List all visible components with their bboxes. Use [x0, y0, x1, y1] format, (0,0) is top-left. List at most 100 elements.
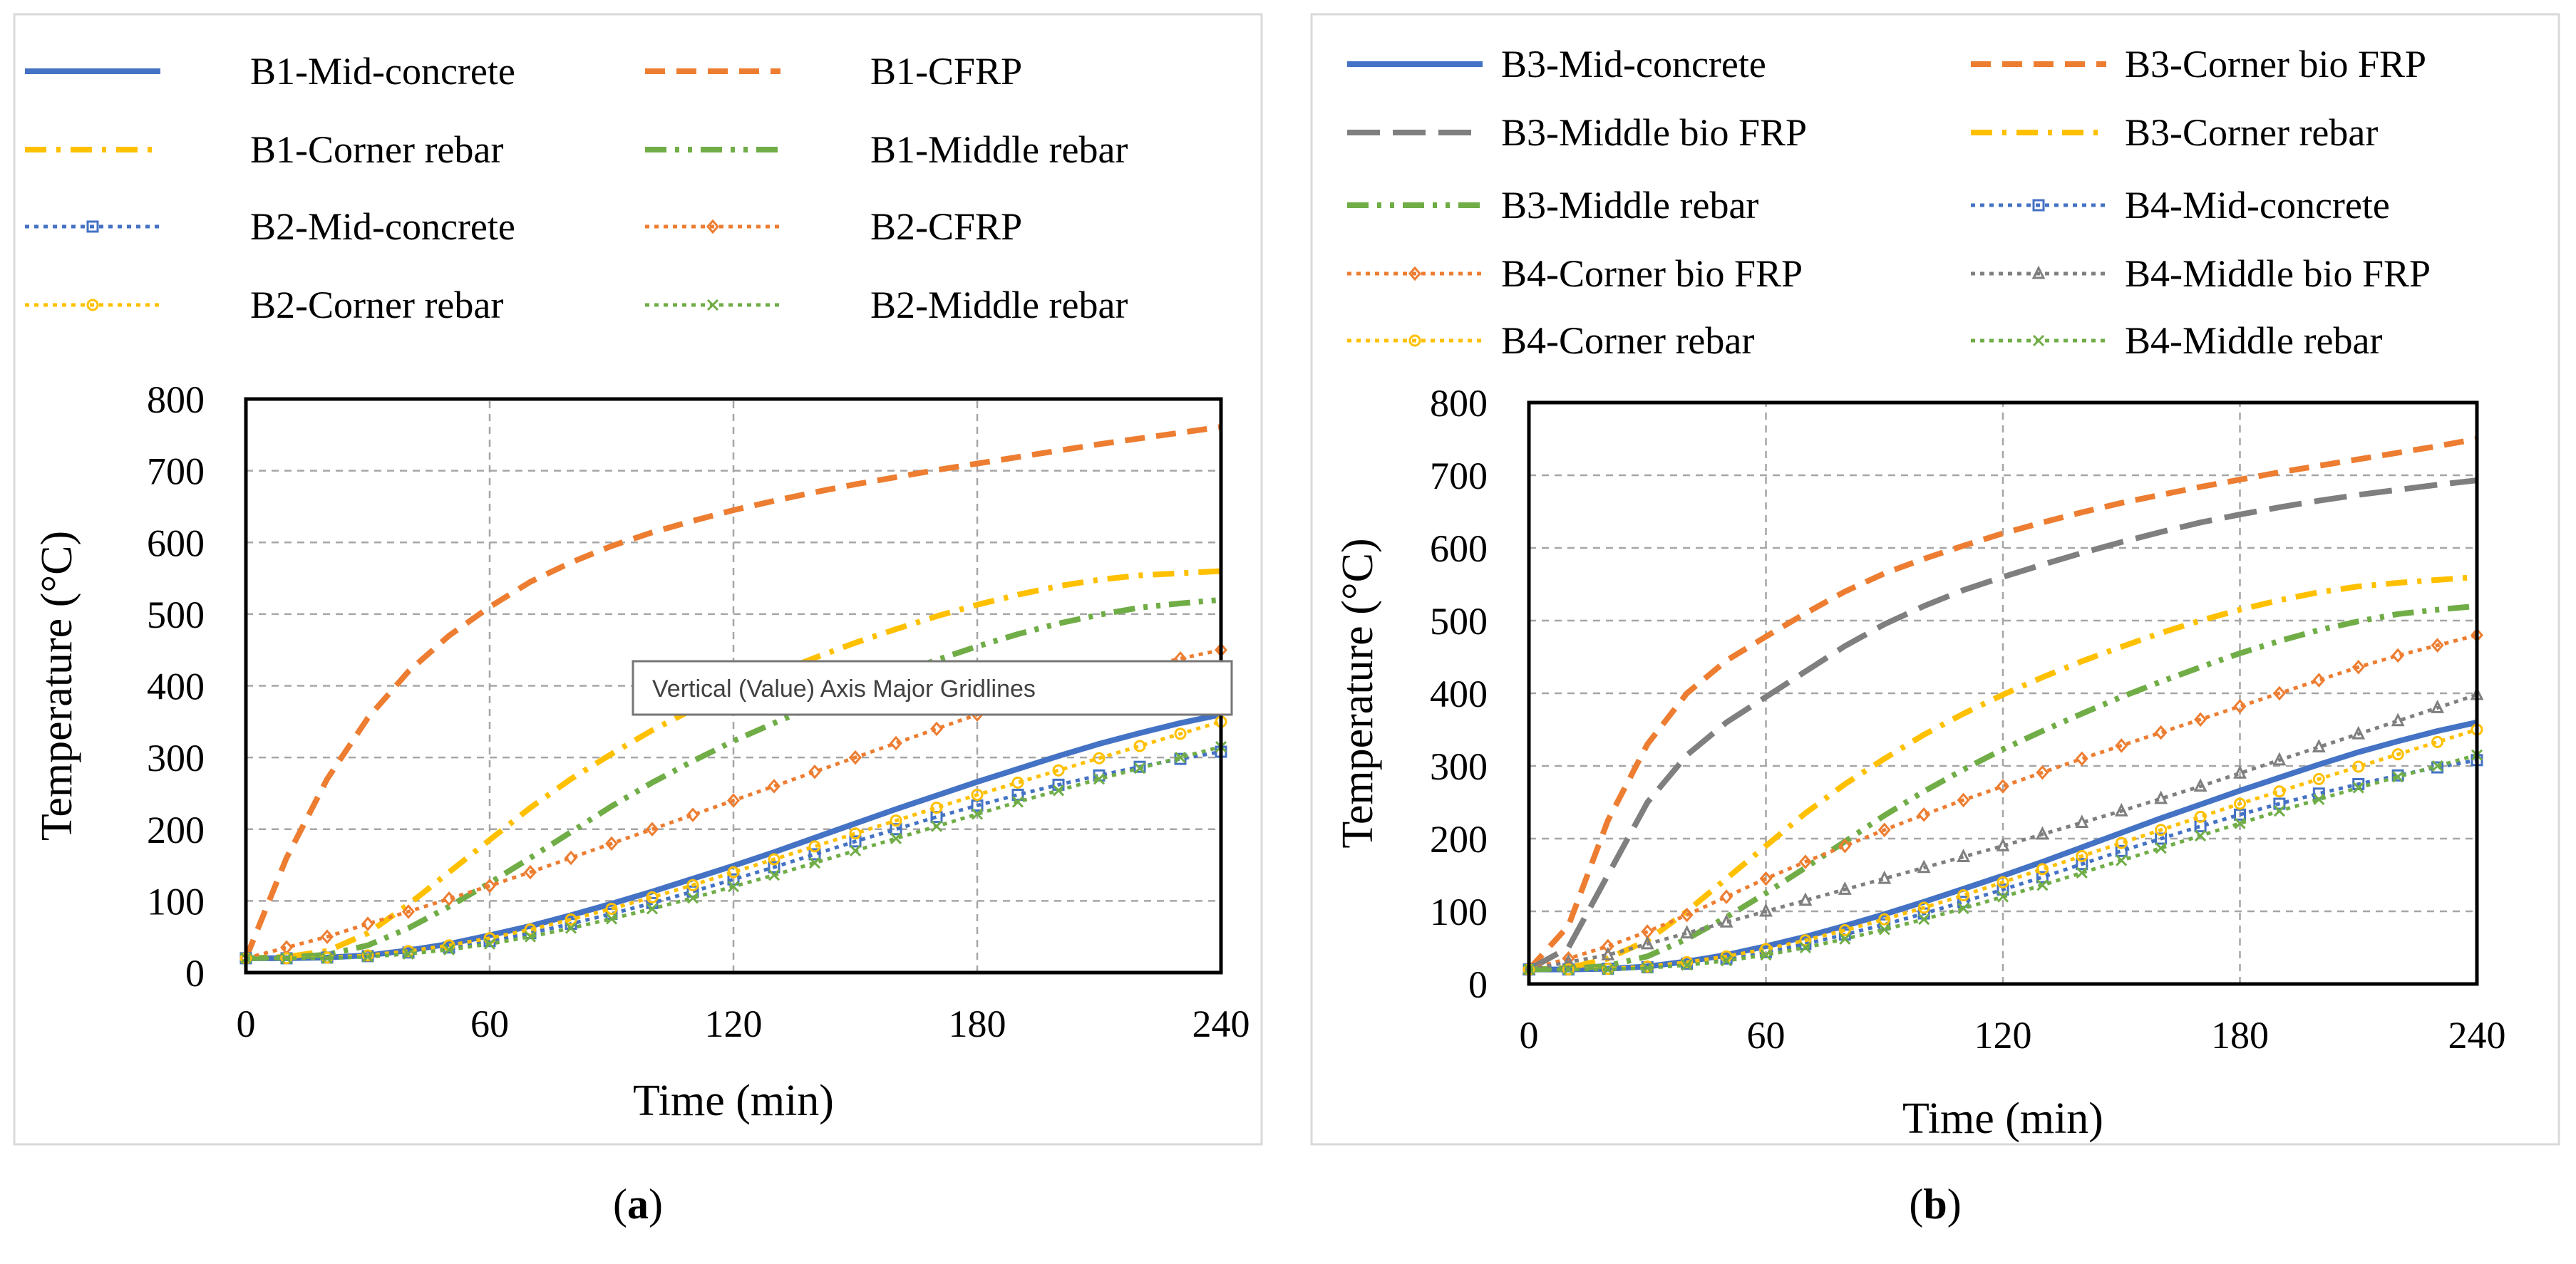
data-point — [1721, 955, 1733, 967]
data-point — [1760, 949, 1772, 961]
data-point — [2313, 793, 2325, 805]
data-point — [849, 835, 862, 848]
y-axis-label: Temperature (°C) — [33, 531, 81, 841]
panel-label: (a) — [613, 1181, 663, 1228]
data-point — [2351, 725, 2366, 740]
data-point — [2312, 673, 2326, 688]
data-point — [1838, 924, 1851, 937]
legend-label: B3-Middle rebar — [1501, 184, 1758, 227]
gridlines-tooltip: Vertical (Value) Axis Major Gridlines — [632, 660, 1233, 716]
data-point — [2115, 844, 2128, 857]
x-tick-label: 240 — [2448, 1014, 2506, 1057]
data-point — [808, 840, 821, 853]
data-point — [1093, 773, 1106, 785]
data-point — [1917, 859, 1931, 874]
data-point — [2155, 824, 2168, 836]
legend-marker — [706, 219, 719, 234]
legend-label: B2-Corner rebar — [250, 284, 503, 326]
data-point — [2234, 817, 2246, 829]
data-point — [1052, 764, 1065, 777]
data-point — [890, 823, 902, 836]
data-point — [2036, 879, 2049, 891]
series-line — [245, 596, 1222, 961]
series-line — [1527, 436, 2478, 972]
data-point — [808, 764, 821, 779]
data-point — [1877, 870, 1892, 884]
data-point — [1681, 955, 1694, 968]
series-line — [246, 711, 1222, 961]
data-point — [2273, 797, 2286, 810]
series-markers — [1523, 749, 2483, 975]
x-tick-label: 120 — [705, 1003, 763, 1045]
data-point — [2272, 752, 2287, 766]
y-tick-label: 700 — [1430, 455, 1488, 497]
data-point — [1877, 822, 1891, 838]
data-point — [2351, 660, 2365, 675]
data-point — [1602, 963, 1614, 975]
data-point — [1957, 902, 1969, 914]
data-point — [2195, 829, 2207, 841]
legend-label: B1-CFRP — [870, 50, 1022, 93]
x-tick-label: 0 — [1520, 1014, 1539, 1057]
panel-label-paren: ( — [1909, 1181, 1923, 1228]
data-point — [443, 891, 455, 906]
y-tick-label: 200 — [1430, 818, 1488, 861]
data-point — [2116, 854, 2128, 866]
legend-label: B2-Middle rebar — [870, 284, 1128, 326]
y-tick-label: 500 — [1430, 600, 1488, 643]
series-line — [1527, 477, 2478, 973]
data-point — [605, 836, 618, 851]
y-tick-label: 800 — [147, 378, 205, 421]
data-point — [565, 913, 577, 926]
legend-label: B3-Mid-concrete — [1501, 43, 1766, 86]
tick-labels: 0 100 200 300 400 500 600 700 800 0 60 120 180 240 — [147, 378, 1250, 1045]
data-point — [361, 949, 374, 962]
legend-marker — [2032, 199, 2045, 212]
data-point — [2272, 685, 2286, 701]
y-tick-label: 400 — [1430, 673, 1488, 715]
data-point — [2273, 785, 2286, 798]
data-point — [1601, 946, 1615, 960]
data-point — [1011, 788, 1024, 801]
data-point — [1011, 796, 1024, 808]
data-point — [443, 943, 455, 955]
data-point — [1839, 933, 1851, 945]
data-point — [2233, 699, 2247, 714]
data-point — [686, 807, 699, 822]
data-point — [2234, 797, 2246, 810]
y-tick-label: 600 — [1430, 527, 1488, 570]
legend-marker — [2032, 334, 2045, 347]
y-tick-label: 500 — [147, 594, 205, 636]
data-point — [2194, 810, 2207, 823]
x-tick-label: 240 — [1192, 1003, 1250, 1045]
series-line — [243, 424, 1222, 960]
panel-border — [13, 13, 1263, 1146]
data-point — [1878, 923, 1890, 936]
data-point — [1918, 913, 1930, 926]
data-point — [1957, 792, 1970, 808]
series-line — [1528, 603, 2478, 973]
legend-label: B3-Corner rebar — [2125, 111, 2378, 154]
legend: B1-Mid-concrete B1-CFRP B1-Corner rebar B1-… — [25, 50, 1128, 326]
data-point — [1561, 954, 1575, 968]
legend-marker — [706, 299, 719, 311]
data-point — [2076, 849, 2088, 862]
data-point — [1052, 784, 1065, 797]
data-point — [2352, 782, 2364, 794]
data-point — [930, 802, 943, 814]
data-point — [361, 916, 374, 931]
data-point — [1562, 963, 1575, 975]
data-point — [2075, 814, 2089, 829]
data-point — [2312, 772, 2325, 785]
data-point — [1174, 727, 1187, 740]
data-point — [2431, 638, 2444, 653]
legend: B3-Mid-concrete B3-Corner bio FRP B3-Middl… — [1347, 43, 2431, 362]
legend-marker — [86, 220, 99, 233]
legend-label: B1-Middle rebar — [870, 128, 1128, 171]
data-point — [1133, 760, 1146, 773]
y-tick-label: 300 — [147, 737, 205, 779]
data-point — [2155, 832, 2168, 845]
x-tick-label: 180 — [2211, 1014, 2269, 1057]
y-tick-label: 600 — [147, 522, 205, 564]
data-point — [2391, 713, 2405, 727]
